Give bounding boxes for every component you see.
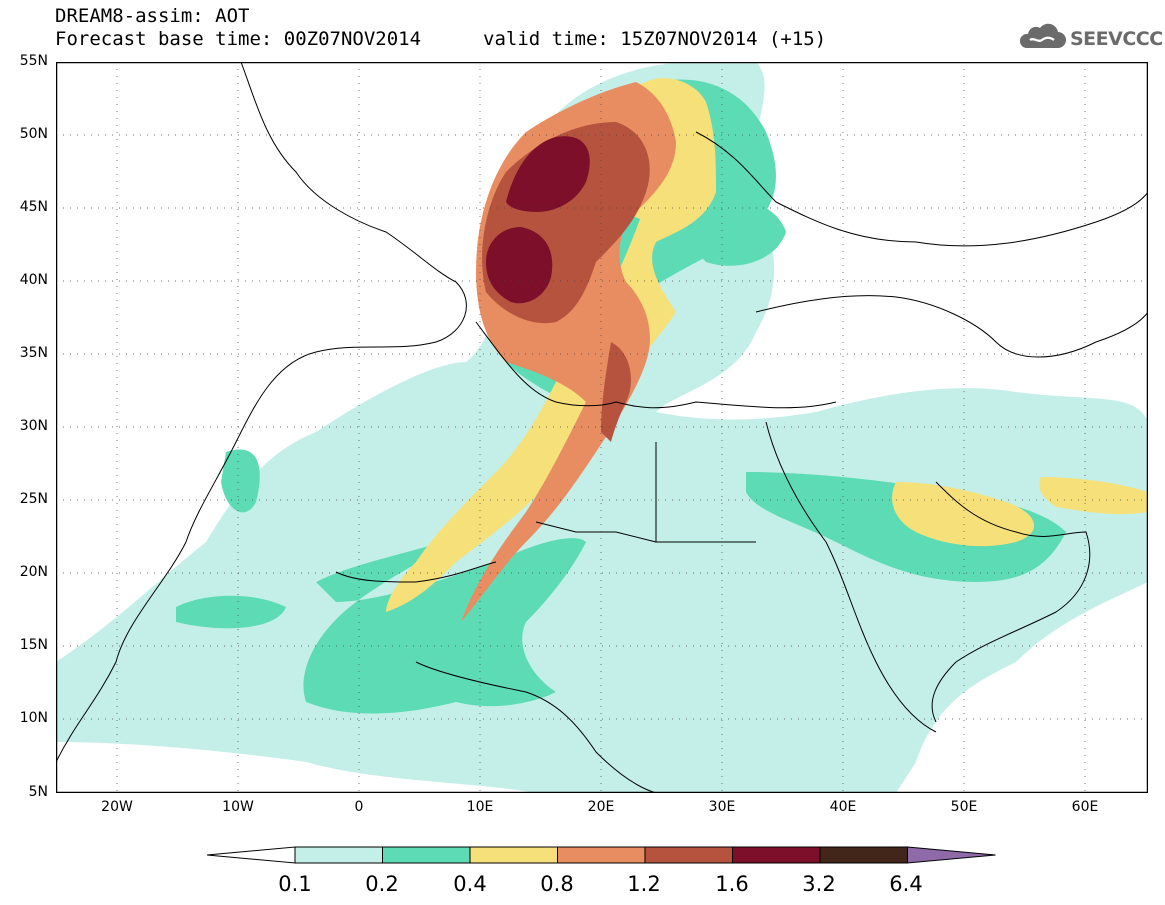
colorbar-label: 0.2 bbox=[365, 872, 399, 896]
colorbar-label: 1.6 bbox=[715, 872, 749, 896]
lat-label: 35N bbox=[19, 345, 48, 361]
colorbar-label: 0.8 bbox=[540, 872, 574, 896]
valid-time: valid time: 15Z07NOV2014 (+15) bbox=[483, 28, 827, 50]
aot-shading bbox=[56, 62, 1148, 793]
lon-label: 20W bbox=[101, 799, 133, 815]
lat-label: 15N bbox=[19, 637, 48, 653]
colorbar-segment bbox=[469, 846, 558, 864]
lat-label: 5N bbox=[28, 784, 48, 800]
colorbar-segment bbox=[382, 846, 471, 864]
colorbar-label: 3.2 bbox=[802, 872, 836, 896]
lon-label: 40E bbox=[829, 799, 857, 815]
seevccc-logo: SEEVCCC bbox=[1018, 22, 1163, 56]
colorbar bbox=[207, 846, 996, 864]
colorbar-segment bbox=[644, 846, 733, 864]
logo-text: SEEVCCC bbox=[1070, 28, 1163, 50]
lat-label: 40N bbox=[19, 272, 48, 288]
colorbar-segment bbox=[907, 846, 996, 864]
lon-label: 0 bbox=[354, 799, 364, 815]
aot-map bbox=[56, 62, 1148, 793]
lon-label: 30E bbox=[708, 799, 736, 815]
coastlines bbox=[56, 62, 1148, 793]
colorbar-segment bbox=[294, 846, 383, 864]
lat-label: 20N bbox=[19, 564, 48, 580]
colorbar-segment bbox=[732, 846, 821, 864]
cloud-icon bbox=[1019, 23, 1066, 48]
lat-label: 50N bbox=[19, 126, 48, 142]
lon-label: 20E bbox=[587, 799, 615, 815]
lat-label: 30N bbox=[19, 418, 48, 434]
colorbar-label: 6.4 bbox=[889, 872, 923, 896]
lat-label: 10N bbox=[19, 710, 48, 726]
forecast-base-time: Forecast base time: 00Z07NOV2014 bbox=[55, 28, 422, 50]
colorbar-label: 1.2 bbox=[627, 872, 661, 896]
lon-label: 10E bbox=[466, 799, 494, 815]
lat-label: 45N bbox=[19, 199, 48, 215]
colorbar-label: 0.1 bbox=[278, 872, 312, 896]
map-title: DREAM8-assim: AOT bbox=[55, 5, 250, 27]
colorbar-segment bbox=[207, 846, 296, 864]
lon-label: 60E bbox=[1071, 799, 1099, 815]
graticule bbox=[56, 62, 1148, 793]
colorbar-segment bbox=[557, 846, 646, 864]
colorbar-segment bbox=[819, 846, 908, 864]
lat-label: 55N bbox=[19, 53, 48, 69]
colorbar-label: 0.4 bbox=[453, 872, 487, 896]
lat-label: 25N bbox=[19, 491, 48, 507]
lon-label: 50E bbox=[950, 799, 978, 815]
lon-label: 10W bbox=[222, 799, 254, 815]
